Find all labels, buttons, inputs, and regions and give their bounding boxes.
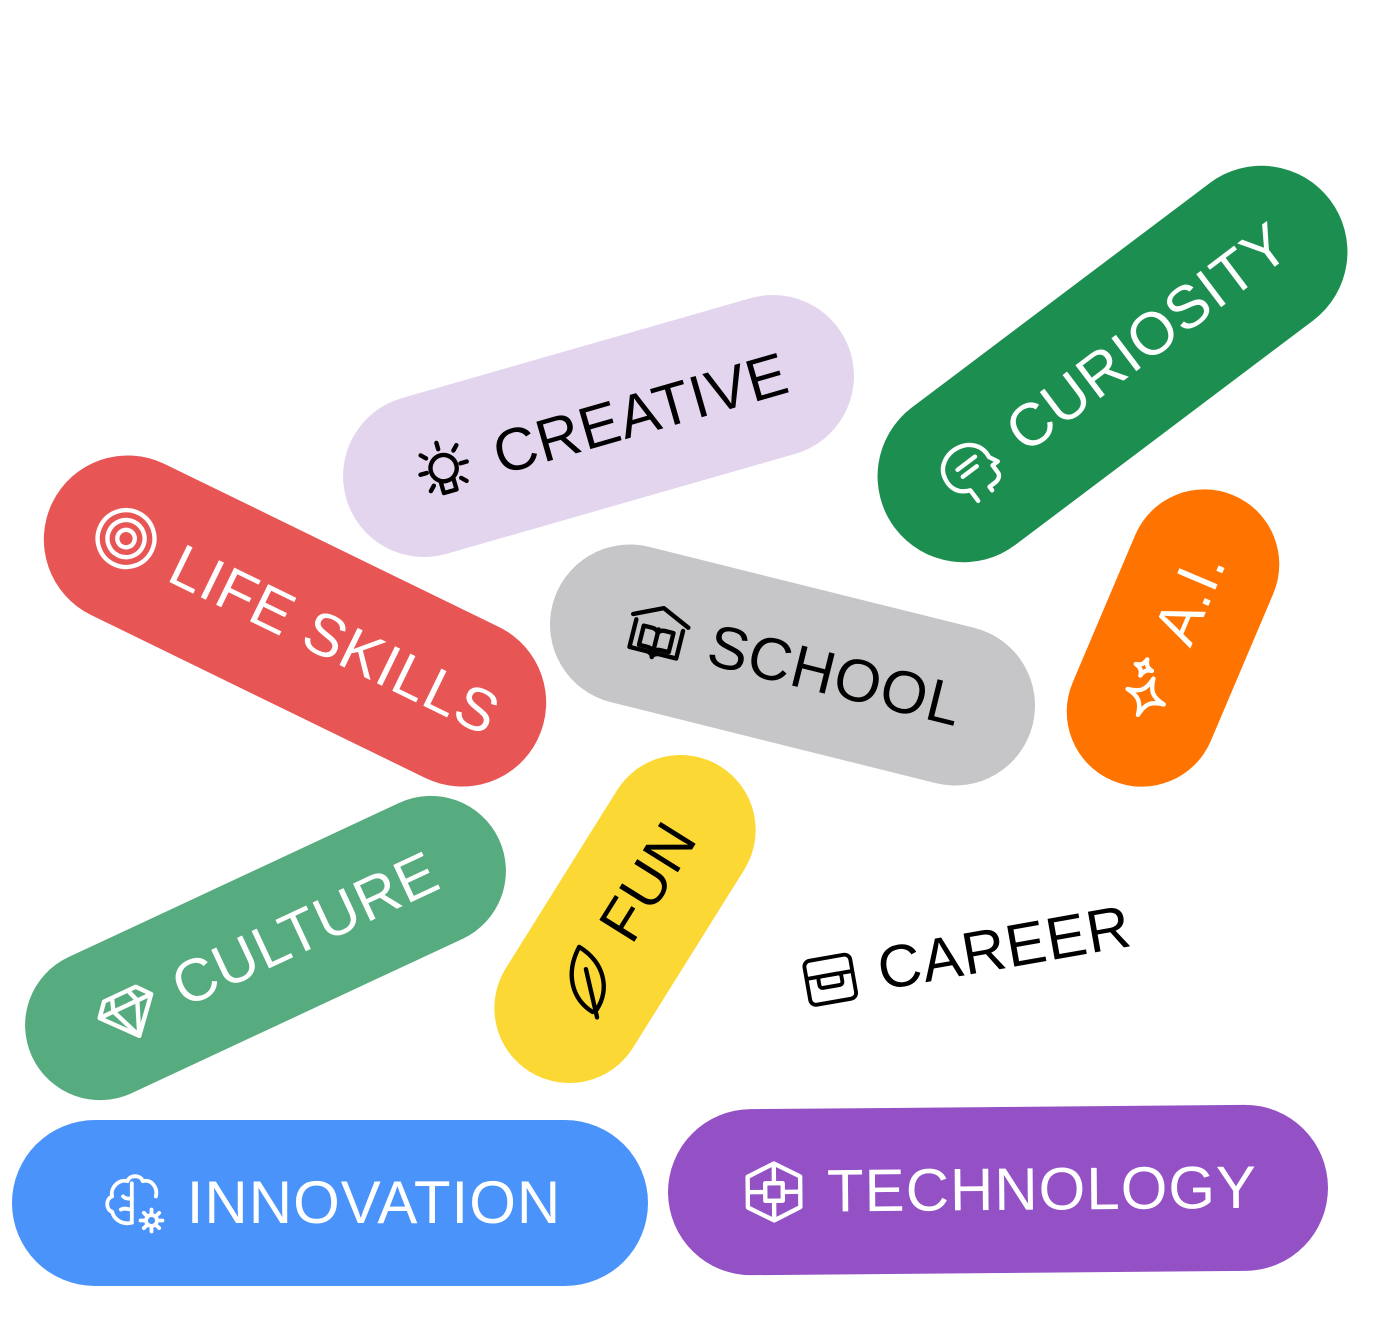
brain-gear-icon	[99, 1168, 169, 1238]
tag-technology-label: TECHNOLOGY	[826, 1153, 1258, 1225]
target-icon	[79, 492, 173, 586]
tag-innovation: INNOVATION	[12, 1120, 648, 1286]
leaf-icon	[539, 932, 635, 1028]
tag-creative: CREATIVE	[323, 275, 874, 577]
tag-fun-label: FUN	[586, 810, 710, 953]
sparkle-icon	[1105, 644, 1197, 736]
head-speech-icon	[922, 421, 1020, 519]
tag-curiosity-label: CURIOSITY	[993, 209, 1302, 465]
book-icon	[615, 589, 700, 674]
tag-creative-label: CREATIVE	[485, 339, 796, 488]
briefcase-icon	[794, 943, 866, 1015]
tag-career: CAREER	[791, 886, 1140, 1024]
tag-school: SCHOOL	[532, 527, 1053, 803]
diamond-icon	[81, 966, 174, 1059]
tag-ai: A.I.	[1043, 466, 1303, 810]
tag-school-label: SCHOOL	[701, 611, 970, 740]
tag-culture-label: CULTURE	[161, 838, 449, 1020]
lightbulb-icon	[401, 427, 488, 514]
tag-ai-label: A.I.	[1140, 540, 1239, 654]
tag-life-skills-label: LIFE SKILLS	[159, 531, 511, 749]
tag-fun: FUN	[466, 726, 784, 1112]
tag-life-skills: LIFE SKILLS	[15, 427, 575, 815]
tag-career-label: CAREER	[872, 892, 1137, 1003]
tag-curiosity: CURIOSITY	[843, 131, 1382, 597]
tag-culture: CULTURE	[0, 771, 531, 1125]
tag-technology: TECHNOLOGY	[667, 1104, 1329, 1276]
tag-innovation-label: INNOVATION	[186, 1169, 562, 1236]
cube-icon	[739, 1157, 810, 1228]
